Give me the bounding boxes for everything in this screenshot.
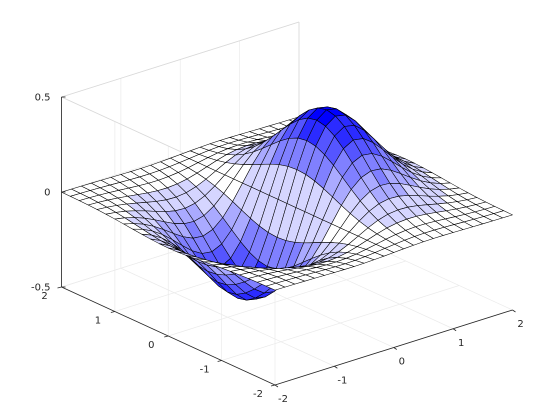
x-tick-mark	[512, 309, 516, 313]
y-tick-mark	[164, 335, 169, 338]
y-tick-label: -2	[253, 389, 263, 400]
y-tick-mark	[110, 311, 115, 313]
y-tick-mark	[270, 384, 276, 387]
grid-line	[221, 285, 460, 361]
x-tick-label: -1	[337, 375, 347, 386]
y-tick-label: 2	[41, 291, 47, 302]
grid-line	[168, 260, 406, 337]
x-tick-label: 2	[517, 319, 523, 330]
box-edge	[61, 21, 300, 98]
x-tick-mark	[334, 365, 338, 369]
y-tick-label: 1	[95, 316, 101, 327]
z-tick-label: 0.5	[35, 93, 51, 104]
z-tick-label: -0.5	[31, 283, 51, 294]
x-tick-label: 1	[458, 338, 464, 349]
y-tick-label: -1	[200, 365, 210, 376]
y-tick-mark	[57, 286, 62, 289]
y-tick-mark	[217, 360, 222, 362]
x-tick-mark	[393, 347, 397, 350]
axes-front-layer	[57, 96, 516, 388]
z-tick-label: 0	[44, 188, 50, 199]
x-tick-mark	[452, 328, 457, 332]
x-tick-label: 0	[399, 357, 405, 368]
y-tick-label: 0	[148, 340, 154, 351]
surface-patch	[265, 282, 286, 291]
x-tick-label: -2	[278, 394, 288, 405]
surface-mesh	[61, 106, 513, 301]
x-tick-mark	[274, 384, 279, 388]
